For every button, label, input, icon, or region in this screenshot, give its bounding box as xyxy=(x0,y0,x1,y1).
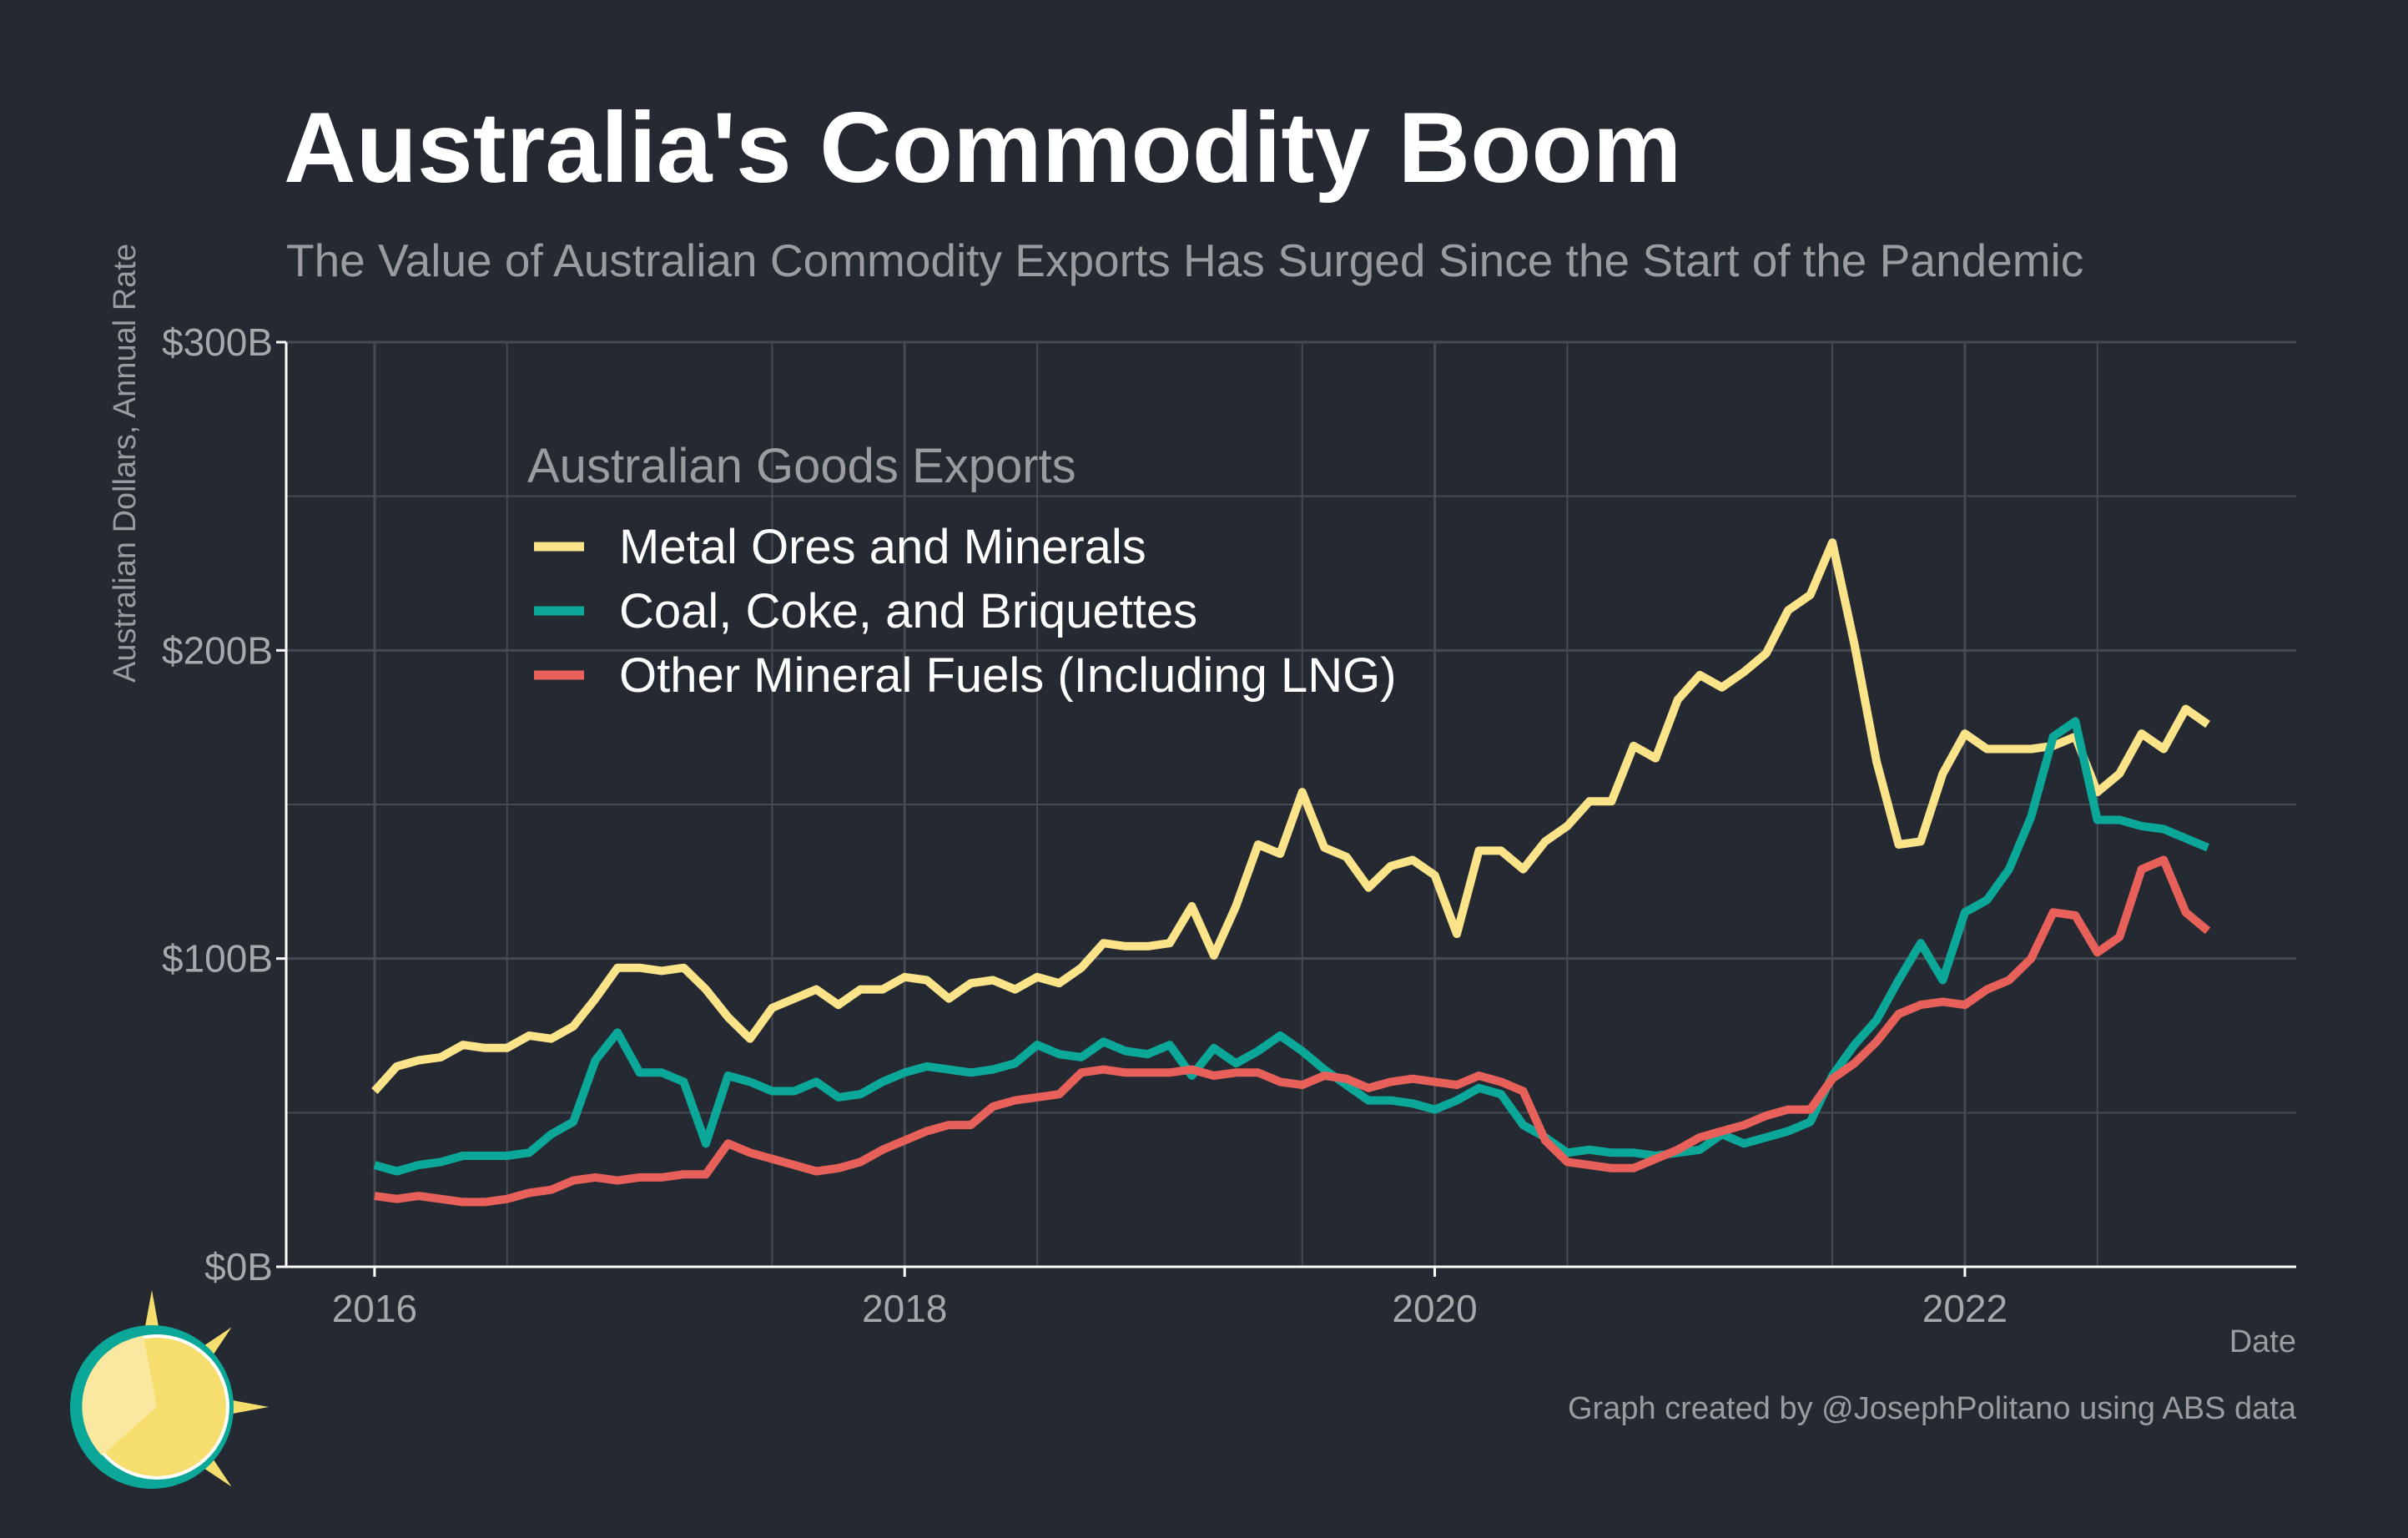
source-caption: Graph created by @JosephPolitano using A… xyxy=(1568,1391,2297,1426)
sun-logo-icon xyxy=(70,1290,269,1489)
legend-label-coal: Coal, Coke, and Briquettes xyxy=(619,584,1197,638)
x-axis-label: Date xyxy=(2229,1324,2296,1359)
legend-title: Australian Goods Exports xyxy=(527,439,1076,493)
chart-subtitle: The Value of Australian Commodity Export… xyxy=(286,234,2084,286)
legend-label-metal: Metal Ores and Minerals xyxy=(619,520,1146,574)
series-line-fuels xyxy=(374,855,2211,1207)
x-tick-label: 2020 xyxy=(1392,1287,1477,1330)
y-tick-label: $100B xyxy=(162,937,273,981)
chart-title: Australia's Commodity Boom xyxy=(284,92,1682,204)
axes: $0B $100B $200B $300B 2016 2018 2020 2022 xyxy=(162,320,2296,1330)
y-tick-label: $300B xyxy=(162,320,273,364)
series-line-coal xyxy=(373,717,2210,1176)
y-axis-label: Australian Dollars, Annual Rate xyxy=(108,244,143,683)
legend-label-fuels: Other Mineral Fuels (Including LNG) xyxy=(619,648,1397,703)
series-line-metal xyxy=(371,538,2210,1094)
y-tick-label: $0B xyxy=(204,1245,273,1288)
y-tick-label: $200B xyxy=(162,628,273,672)
x-tick-label: 2022 xyxy=(1922,1287,2008,1330)
legend: Australian Goods Exports Metal Ores and … xyxy=(527,439,1397,703)
series-lines xyxy=(371,538,2211,1207)
x-tick-label: 2016 xyxy=(332,1287,417,1330)
x-tick-label: 2018 xyxy=(862,1287,947,1330)
